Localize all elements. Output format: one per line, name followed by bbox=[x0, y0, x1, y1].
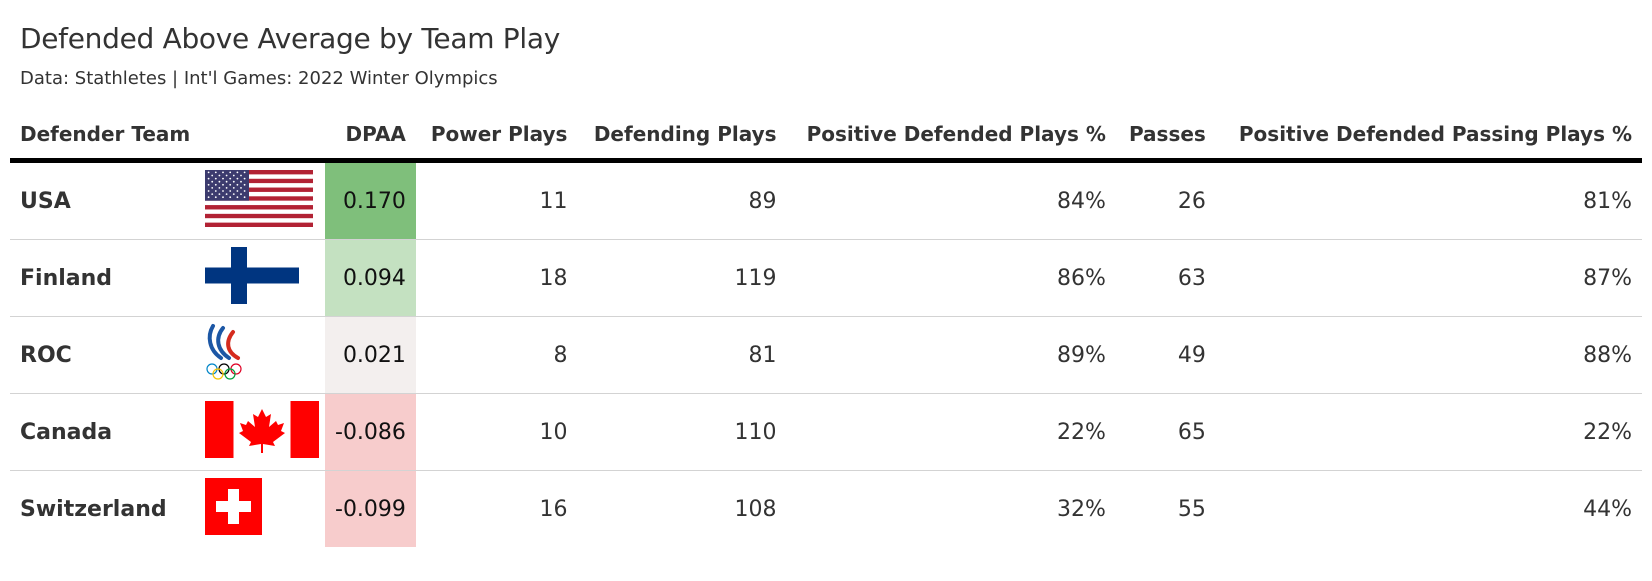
defending-plays-cell: 108 bbox=[734, 496, 777, 522]
passes-cell: 49 bbox=[1115, 316, 1216, 394]
team-name-cell: Switzerland bbox=[20, 496, 167, 522]
table-body: USA 0.170 11 89 84% 26 81% Finland 0.094 18 119 86%… bbox=[10, 160, 1642, 548]
canada-flag bbox=[205, 400, 325, 464]
positive-passing-pct-cell: 87% bbox=[1215, 239, 1642, 317]
passes-cell: 26 bbox=[1115, 160, 1216, 240]
power-plays-cell: 18 bbox=[415, 239, 578, 317]
dpaa-cell: 0.170 bbox=[325, 160, 416, 240]
team-name-cell: Finland bbox=[10, 239, 205, 317]
team-name-cell: USA bbox=[10, 160, 205, 240]
table-row: Canada -0.086 10 110 22% 65 22% bbox=[10, 393, 1642, 471]
usa-flag-icon bbox=[205, 169, 313, 227]
passes-cell: 55 bbox=[1177, 496, 1206, 522]
power-plays-cell: 8 bbox=[415, 316, 578, 394]
column-header-flag bbox=[205, 110, 325, 163]
power-plays-cell: 10 bbox=[415, 393, 578, 471]
header-row: Defender Team DPAA Power Plays Defending… bbox=[10, 110, 1642, 163]
column-header-power-plays: Power Plays bbox=[415, 110, 578, 163]
table-row: USA 0.170 11 89 84% 26 81% bbox=[10, 160, 1642, 240]
column-header-passes: Passes bbox=[1115, 110, 1216, 163]
team-name-cell: ROC bbox=[10, 316, 205, 394]
positive-defended-pct-cell: 22% bbox=[786, 393, 1116, 471]
positive-passing-pct-cell: 44% bbox=[1583, 496, 1632, 522]
roc-flag bbox=[205, 322, 325, 388]
table-row: Switzerland -0.099 16 108 32% 55 44% bbox=[10, 470, 1642, 548]
finland-flag-icon bbox=[205, 246, 299, 304]
table-row: ROC 0.021 8 81 89% 49 88% bbox=[10, 316, 1642, 394]
positive-passing-pct-cell: 81% bbox=[1215, 160, 1642, 240]
page-subtitle: Data: Stathletes | Int'l Games: 2022 Win… bbox=[20, 68, 498, 89]
positive-passing-pct-cell: 22% bbox=[1215, 393, 1642, 471]
switzerland-flag bbox=[205, 477, 325, 541]
dpaa-cell: 0.094 bbox=[325, 239, 416, 317]
switzerland-flag-icon bbox=[205, 477, 262, 535]
positive-passing-pct-cell: 88% bbox=[1215, 316, 1642, 394]
defending-plays-cell: 89 bbox=[577, 160, 787, 240]
column-header-team: Defender Team bbox=[10, 110, 205, 163]
flag-cell bbox=[205, 316, 325, 394]
positive-defended-pct-cell: 89% bbox=[786, 316, 1116, 394]
roc-flag-icon bbox=[206, 324, 242, 380]
column-header-defending-plays: Defending Plays bbox=[577, 110, 787, 163]
defending-plays-cell: 81 bbox=[577, 316, 787, 394]
positive-defended-pct-cell: 32% bbox=[1056, 496, 1106, 522]
passes-cell: 65 bbox=[1115, 393, 1216, 471]
canada-flag-icon bbox=[205, 400, 319, 458]
page-title: Defended Above Average by Team Play bbox=[20, 22, 560, 55]
data-table: Defender Team DPAA Power Plays Defending… bbox=[10, 110, 1642, 547]
power-plays-cell: 16 bbox=[539, 496, 568, 522]
column-header-positive-passing-pct: Positive Defended Passing Plays % bbox=[1215, 110, 1642, 163]
usa-flag bbox=[205, 169, 325, 233]
positive-defended-pct-cell: 86% bbox=[786, 239, 1116, 317]
flag-cell bbox=[205, 239, 325, 317]
defending-plays-cell: 110 bbox=[577, 393, 787, 471]
dpaa-cell: -0.099 bbox=[325, 470, 416, 547]
dpaa-cell: 0.021 bbox=[325, 316, 416, 394]
positive-defended-pct-cell: 84% bbox=[786, 160, 1116, 240]
column-header-positive-defended-pct: Positive Defended Plays % bbox=[786, 110, 1116, 163]
finland-flag bbox=[205, 246, 325, 310]
table-row: Finland 0.094 18 119 86% 63 87% bbox=[10, 239, 1642, 317]
flag-cell bbox=[205, 160, 325, 240]
passes-cell: 63 bbox=[1115, 239, 1216, 317]
dpaa-cell: -0.086 bbox=[325, 393, 416, 471]
column-header-dpaa: DPAA bbox=[325, 110, 416, 163]
team-name-cell: Canada bbox=[10, 393, 205, 471]
flag-cell bbox=[205, 393, 325, 471]
defending-plays-cell: 119 bbox=[577, 239, 787, 317]
power-plays-cell: 11 bbox=[415, 160, 578, 240]
flag-cell bbox=[205, 471, 325, 548]
